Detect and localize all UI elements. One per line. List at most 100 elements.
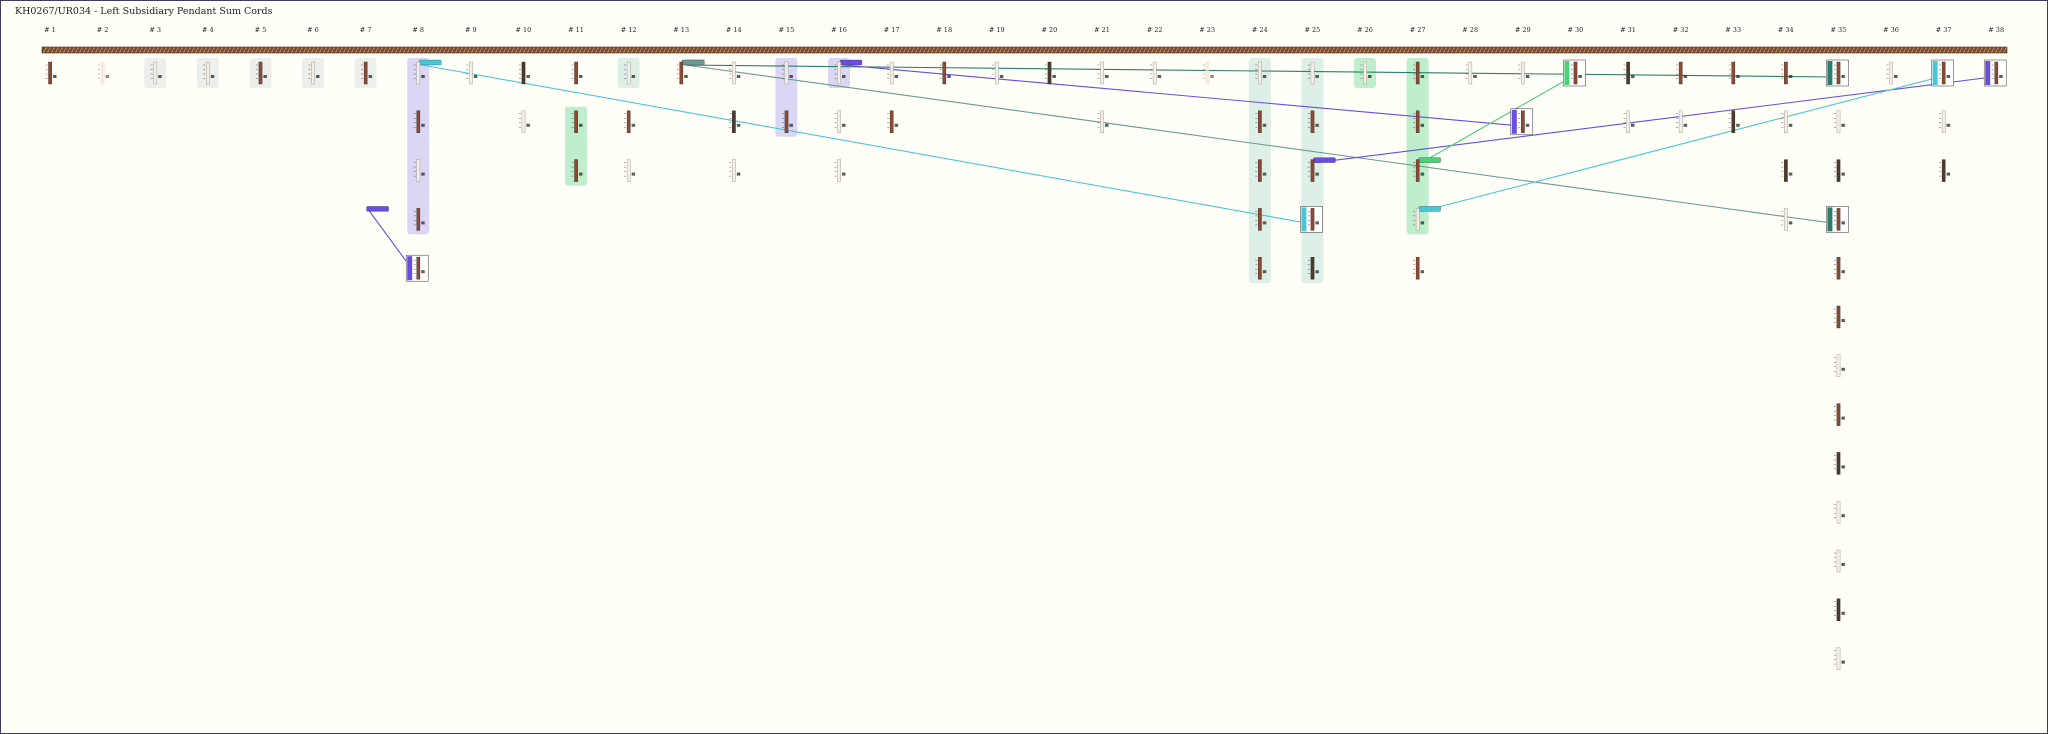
pendant-cord[interactable] bbox=[1781, 110, 1793, 134]
pendant-cord[interactable] bbox=[518, 110, 530, 134]
pendant-cord[interactable] bbox=[1255, 208, 1267, 231]
pendant-cord[interactable] bbox=[150, 61, 162, 85]
pendant-cord[interactable] bbox=[1360, 61, 1372, 85]
pendant-cord[interactable] bbox=[1413, 61, 1425, 85]
pendant-cord[interactable] bbox=[1623, 110, 1635, 134]
pendant-cord[interactable] bbox=[1886, 61, 1898, 85]
pendant-cord[interactable] bbox=[1676, 61, 1688, 85]
pendant-cord[interactable] bbox=[1255, 257, 1267, 280]
pendant-cord[interactable] bbox=[1563, 59, 1586, 87]
cord-body bbox=[416, 61, 421, 85]
pendant-cord[interactable] bbox=[1833, 501, 1845, 524]
cord-tag bbox=[579, 172, 583, 176]
pendant-cord[interactable] bbox=[1255, 110, 1267, 134]
pendant-cord[interactable] bbox=[466, 61, 478, 85]
pendant-cord[interactable] bbox=[98, 61, 110, 85]
sum-label-chip bbox=[366, 206, 389, 212]
pendant-cord[interactable] bbox=[308, 61, 320, 85]
pendant-cord[interactable] bbox=[939, 61, 951, 85]
pendant-cord[interactable] bbox=[1465, 61, 1477, 85]
pendant-cord[interactable] bbox=[1833, 452, 1845, 475]
pendant-cord[interactable] bbox=[1939, 110, 1951, 134]
pendant-cord[interactable] bbox=[413, 208, 425, 231]
pendant-cord[interactable] bbox=[992, 61, 1004, 85]
pendant-cord[interactable] bbox=[1833, 403, 1845, 426]
pendant-cord[interactable] bbox=[1781, 159, 1793, 182]
pendant-cord[interactable] bbox=[834, 159, 846, 182]
pendant-cord[interactable] bbox=[518, 61, 530, 85]
pendant-cord[interactable] bbox=[1255, 61, 1267, 85]
pendant-cord[interactable] bbox=[887, 110, 899, 134]
pendant-cord[interactable] bbox=[1307, 110, 1319, 134]
column-label: # 1 bbox=[44, 26, 56, 34]
pendant-cord[interactable] bbox=[1510, 108, 1534, 136]
pendant-cord[interactable] bbox=[1833, 305, 1845, 329]
column-label: # 34 bbox=[1778, 26, 1794, 34]
pendant-cord[interactable] bbox=[1518, 61, 1530, 85]
pendant-cord[interactable] bbox=[1676, 110, 1688, 134]
pendant-cord[interactable] bbox=[413, 159, 425, 182]
pendant-cord[interactable] bbox=[1781, 61, 1793, 85]
pendant-cord[interactable] bbox=[887, 61, 899, 85]
pendant-cord[interactable] bbox=[1833, 110, 1845, 134]
pendant-cord[interactable] bbox=[781, 61, 793, 85]
pendant-cord[interactable] bbox=[624, 159, 636, 182]
pendant-cord[interactable] bbox=[1307, 257, 1319, 280]
pendant-cord[interactable] bbox=[729, 61, 741, 85]
pendant-cord[interactable] bbox=[1623, 61, 1635, 85]
pendant-cord[interactable] bbox=[1833, 647, 1845, 670]
cord-tag bbox=[1420, 221, 1425, 225]
pendant-cord[interactable] bbox=[1781, 208, 1793, 231]
pendant-cord[interactable] bbox=[361, 61, 373, 85]
pendant-cord[interactable] bbox=[834, 110, 846, 134]
pendant-cord[interactable] bbox=[1728, 110, 1740, 134]
pendant-cord[interactable] bbox=[203, 61, 215, 85]
pendant-cord[interactable] bbox=[255, 61, 267, 85]
pendant-cord[interactable] bbox=[624, 110, 636, 134]
pendant-cord[interactable] bbox=[1413, 257, 1425, 280]
cord-body bbox=[1836, 354, 1841, 377]
column-label: # 35 bbox=[1831, 26, 1847, 34]
pendant-cord[interactable] bbox=[571, 110, 583, 134]
pendant-cord[interactable] bbox=[729, 110, 741, 134]
pendant-cord[interactable] bbox=[1044, 61, 1056, 85]
pendant-cord[interactable] bbox=[413, 110, 425, 134]
pendant-cord[interactable] bbox=[1097, 110, 1109, 134]
pendant-cord[interactable] bbox=[413, 61, 425, 85]
pendant-cord[interactable] bbox=[1833, 159, 1845, 182]
cord-body bbox=[574, 110, 578, 134]
pendant-cord[interactable] bbox=[45, 61, 57, 85]
pendant-cord[interactable] bbox=[729, 159, 741, 182]
pendant-cord[interactable] bbox=[1826, 206, 1849, 233]
pendant-cord[interactable] bbox=[1939, 159, 1951, 182]
pendant-cord[interactable] bbox=[781, 110, 793, 134]
pendant-cord[interactable] bbox=[1097, 61, 1109, 85]
pendant-cord[interactable] bbox=[1307, 159, 1319, 182]
pendant-cord[interactable] bbox=[571, 159, 583, 182]
pendant-cord[interactable] bbox=[1202, 61, 1214, 85]
cord-tag bbox=[894, 75, 899, 78]
pendant-cord[interactable] bbox=[1300, 206, 1323, 233]
pendant-cord[interactable] bbox=[1413, 159, 1425, 182]
pendant-cord[interactable] bbox=[405, 254, 429, 282]
pendant-cord[interactable] bbox=[1833, 257, 1845, 280]
pendant-cord[interactable] bbox=[1413, 208, 1425, 231]
pendant-cord[interactable] bbox=[1833, 354, 1845, 377]
cord-body bbox=[1152, 61, 1157, 85]
pendant-cord[interactable] bbox=[1833, 598, 1845, 621]
pendant-cord[interactable] bbox=[1150, 61, 1162, 85]
pendant-cord[interactable] bbox=[1413, 110, 1425, 134]
pendant-cord[interactable] bbox=[1826, 59, 1849, 87]
pendant-cord[interactable] bbox=[1255, 159, 1267, 182]
pendant-cord[interactable] bbox=[571, 61, 583, 85]
cord-body bbox=[574, 61, 578, 85]
pendant-cord[interactable] bbox=[1307, 61, 1319, 85]
pendant-cord[interactable] bbox=[1833, 549, 1845, 573]
pendant-cord[interactable] bbox=[1931, 59, 1954, 87]
pendant-cord[interactable] bbox=[676, 61, 688, 85]
pendant-cord[interactable] bbox=[1983, 59, 2007, 87]
pendant-cord[interactable] bbox=[624, 61, 636, 85]
pendant-cord[interactable] bbox=[1728, 61, 1740, 85]
cord-tag bbox=[842, 75, 846, 78]
pendant-cord[interactable] bbox=[834, 61, 846, 85]
